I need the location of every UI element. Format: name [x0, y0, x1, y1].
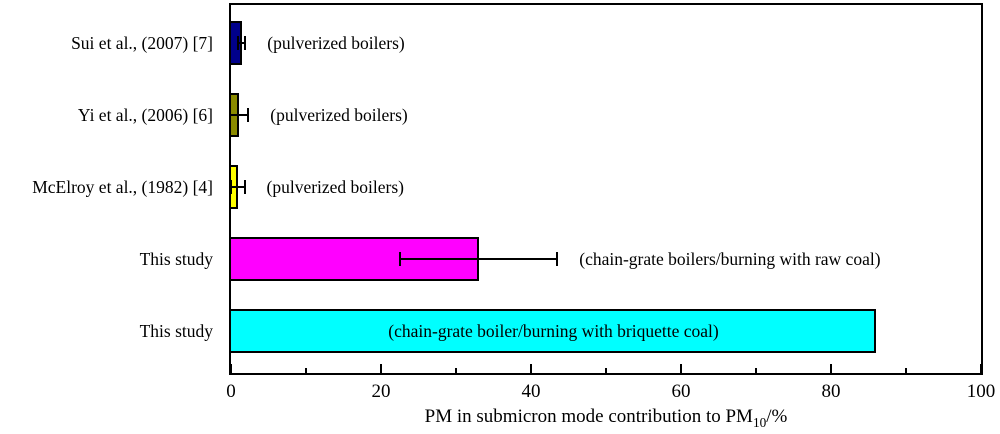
bar-annotation: (pulverized boilers) [266, 177, 405, 198]
error-bar-cap [231, 180, 232, 195]
bar-annotation: (chain-grate boiler/burning with briquet… [388, 321, 719, 342]
x-axis-label-subscript: 10 [752, 414, 767, 430]
x-axis-label: PM in submicron mode contribution to PM1… [229, 406, 983, 434]
x-major-tick [380, 364, 382, 373]
x-major-tick [231, 364, 232, 373]
x-minor-tick [755, 368, 757, 373]
x-axis-label-prefix: PM in submicron mode contribution to PM [424, 406, 753, 427]
x-minor-tick [605, 368, 607, 373]
error-bar-line [399, 258, 558, 261]
x-major-tick [680, 364, 682, 373]
plot-area: (chain-grate boiler/burning with briquet… [229, 3, 983, 375]
error-bar-cap [244, 36, 247, 50]
category-label: This study [139, 249, 213, 270]
bar [231, 309, 876, 354]
error-bar-line [231, 114, 249, 117]
error-bar-cap [247, 108, 250, 123]
category-label: Sui et al., (2007) [7] [71, 33, 213, 53]
bar-annotation: (chain-grate boilers/burning with raw co… [579, 249, 881, 270]
error-bar-cap [243, 180, 246, 195]
x-tick-label: 40 [521, 381, 541, 402]
x-major-tick [830, 364, 832, 373]
x-minor-tick [455, 368, 457, 373]
x-tick-label: 80 [821, 381, 841, 402]
x-tick-label: 20 [371, 381, 391, 402]
error-bar-cap [236, 36, 239, 50]
error-bar-cap [398, 252, 401, 267]
x-axis-label-suffix: /% [766, 406, 788, 427]
category-label: McElroy et al., (1982) [4] [32, 177, 213, 198]
x-minor-tick [305, 368, 307, 373]
error-bar-cap [556, 252, 559, 267]
error-bar-cap [229, 108, 230, 122]
x-minor-tick [905, 368, 907, 373]
category-label: This study [139, 321, 213, 342]
error-bar-line [237, 42, 246, 44]
x-major-tick [530, 364, 532, 373]
x-tick-label: 60 [671, 381, 691, 402]
error-bar-line [231, 186, 245, 189]
bar-annotation: (pulverized boilers) [267, 33, 405, 53]
category-label: Yi et al., (2006) [6] [77, 105, 213, 126]
bar-annotation: (pulverized boilers) [270, 105, 408, 126]
x-major-tick [980, 364, 981, 373]
x-tick-label: 0 [226, 381, 236, 402]
x-tick-label: 100 [966, 381, 996, 402]
